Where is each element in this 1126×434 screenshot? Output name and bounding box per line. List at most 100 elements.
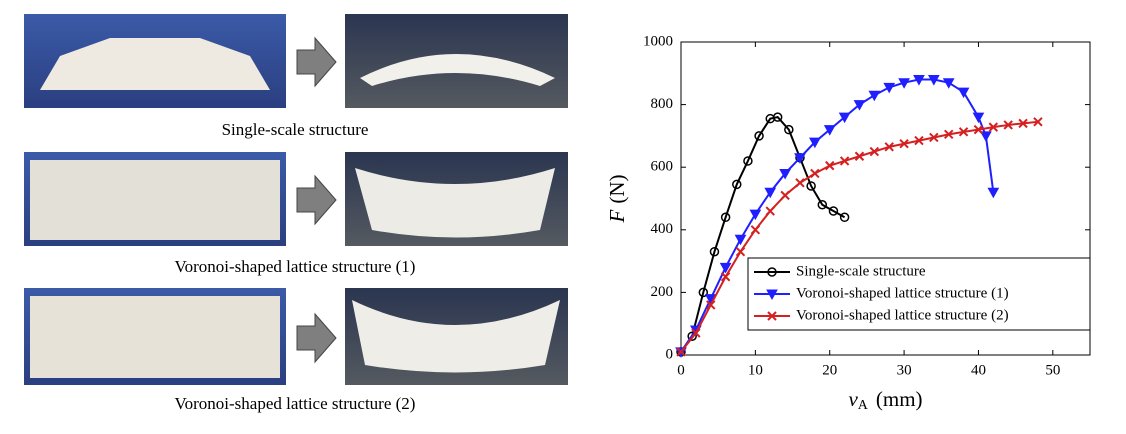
marker (720, 272, 731, 282)
y-tick-label: 400 (651, 221, 674, 237)
caption: Single-scale structure (222, 120, 369, 139)
marker (854, 151, 865, 161)
marker (691, 328, 701, 338)
marker (779, 168, 791, 180)
photo-object (360, 54, 555, 86)
photos: Single-scale structure Voronoi-shaped la… (24, 14, 568, 413)
marker (942, 78, 955, 89)
marker (972, 112, 985, 124)
marker (927, 75, 940, 86)
y-tick-label: 0 (666, 346, 674, 362)
y-tick-label: 200 (651, 284, 674, 300)
x-axis-subscript: A (858, 398, 869, 413)
marker (839, 212, 850, 223)
marker (825, 160, 835, 171)
marker (913, 75, 925, 86)
marker (698, 287, 709, 298)
marker (720, 212, 731, 223)
x-axis-unit: (mm) (876, 387, 923, 411)
x-tick-label: 10 (748, 362, 763, 378)
x-axis-label: vA (mm) (848, 387, 922, 413)
marker (676, 347, 686, 357)
arrow (296, 36, 337, 88)
marker (766, 289, 778, 301)
y-axis-label: F (N) (605, 175, 629, 224)
chart: 0 10 20 30 40 50 0 200 400 600 800 1000 vA (mm) F (N) Si… (605, 33, 1091, 413)
marker (765, 206, 775, 216)
marker (750, 225, 761, 235)
x-tick-label: 0 (677, 362, 685, 378)
marker (735, 247, 746, 257)
y-axis-unit: (N) (605, 175, 629, 204)
marker (1003, 120, 1013, 130)
marker (795, 178, 805, 188)
marker (869, 146, 880, 157)
legend-label: Voronoi-shaped lattice structure (1) (796, 285, 1009, 301)
marker (987, 187, 1000, 199)
photo-object (30, 296, 280, 378)
marker (988, 122, 999, 132)
marker (794, 153, 806, 164)
y-tick-label: 800 (651, 96, 674, 112)
marker (767, 311, 777, 321)
marker (772, 112, 783, 122)
photo-object (40, 38, 270, 90)
y-axis-symbol: F (605, 209, 629, 223)
marker (898, 78, 910, 89)
x-tick-label: 20 (822, 362, 837, 378)
marker (838, 112, 851, 124)
marker (764, 187, 777, 199)
marker (944, 129, 954, 140)
marker (784, 124, 794, 135)
caption: Voronoi-shaped lattice structure (1) (175, 257, 416, 276)
legend-label: Single-scale structure (796, 263, 926, 279)
marker (749, 209, 762, 221)
x-tick-label: 30 (897, 362, 912, 378)
plot-frame (680, 41, 1091, 356)
photo-object (352, 300, 560, 373)
marker (839, 156, 850, 166)
marker (853, 100, 866, 111)
marker (806, 181, 816, 191)
marker (1018, 118, 1028, 129)
marker (810, 168, 820, 179)
marker (709, 246, 720, 257)
marker (957, 87, 970, 99)
marker (706, 300, 716, 310)
marker (780, 190, 790, 201)
marker (884, 142, 894, 152)
marker (929, 132, 939, 143)
y-tick-label: 600 (651, 159, 674, 175)
arrow (296, 312, 337, 364)
marker (980, 131, 992, 142)
photo-object (355, 168, 555, 238)
marker (754, 131, 764, 141)
y-tick-label: 1000 (643, 33, 673, 49)
caption: Voronoi-shaped lattice structure (2) (175, 394, 416, 413)
marker (958, 127, 969, 137)
x-tick-label: 40 (971, 362, 986, 378)
photo-object (30, 160, 280, 240)
marker (899, 139, 909, 149)
x-axis-symbol: v (848, 387, 858, 411)
arrow (296, 174, 337, 226)
marker (732, 179, 742, 190)
marker (809, 137, 821, 149)
x-tick-label: 50 (1045, 362, 1060, 378)
series-line (680, 116, 846, 353)
marker (719, 262, 732, 274)
marker (817, 200, 828, 210)
marker (828, 206, 839, 216)
marker (734, 234, 747, 246)
marker (914, 135, 924, 146)
marker (687, 331, 697, 341)
marker (973, 124, 984, 135)
marker (767, 267, 777, 277)
marker (868, 90, 881, 102)
marker (1033, 117, 1043, 127)
marker (883, 82, 896, 94)
legend-label: Voronoi-shaped lattice structure (2) (796, 307, 1009, 323)
marker (823, 125, 836, 136)
legend-box (747, 257, 1091, 331)
